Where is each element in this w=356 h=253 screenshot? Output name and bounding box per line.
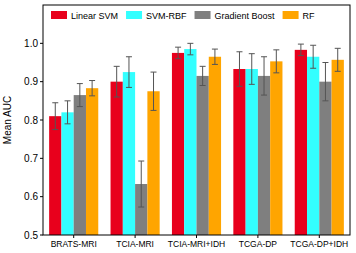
bar — [61, 112, 73, 235]
legend: Linear SVM SVM-RBF Gradient Boost RF — [51, 11, 315, 21]
bar — [147, 91, 159, 235]
bar — [295, 50, 307, 235]
x-tick-label: BRATS-MRI — [51, 239, 97, 249]
y-tick-label: 1.0 — [24, 38, 38, 49]
error-bar — [310, 45, 316, 68]
error-bar — [298, 44, 304, 56]
legend-swatch — [195, 11, 211, 19]
error-bar — [65, 101, 71, 124]
legend-label: Gradient Boost — [215, 11, 276, 21]
bar — [184, 49, 196, 235]
legend-swatch — [126, 11, 142, 19]
error-bar — [151, 72, 157, 110]
bar — [86, 88, 98, 235]
bar — [49, 116, 61, 235]
error-bar — [322, 63, 328, 101]
error-bar — [138, 161, 144, 207]
bar — [307, 57, 319, 235]
bar — [111, 82, 123, 235]
error-bar — [200, 66, 206, 85]
x-tick-label: TCIA-MRI — [116, 239, 154, 249]
legend-label: RF — [303, 11, 315, 21]
error-bar — [273, 50, 279, 73]
x-tick-label: TCGA-DP — [239, 239, 278, 249]
bar — [246, 69, 258, 235]
legend-label: Linear SVM — [71, 11, 118, 21]
plot-frame — [43, 5, 350, 235]
error-bar — [114, 66, 120, 97]
y-axis-label: Mean AUC — [2, 96, 13, 144]
x-tick-label: TCGA-DP+IDH — [290, 239, 348, 249]
legend-swatch — [283, 11, 299, 19]
error-bar — [249, 54, 255, 85]
legend-swatch — [51, 11, 67, 19]
error-bar — [236, 52, 242, 87]
y-tick-label: 0.8 — [24, 115, 38, 126]
error-bar — [126, 57, 132, 88]
error-bar — [175, 47, 181, 59]
bars — [49, 43, 344, 235]
x-tick-label: TCIA-MRI+IDH — [168, 239, 225, 249]
error-bar — [212, 49, 218, 64]
y-tick-label: 0.7 — [24, 153, 38, 164]
y-tick-label: 0.5 — [24, 230, 38, 241]
bar — [197, 76, 209, 235]
error-bar — [89, 81, 95, 96]
bar — [233, 69, 245, 235]
legend-label: SVM-RBF — [146, 11, 187, 21]
chart: BRATS-MRI TCIA-MRI TCIA-MRI+IDH TCGA-DP TCGA… — [0, 0, 356, 253]
error-bar — [261, 57, 267, 95]
bar — [270, 61, 282, 235]
bar — [172, 53, 184, 235]
y-tick-label: 0.6 — [24, 191, 38, 202]
y-tick-label: 0.9 — [24, 76, 38, 87]
error-bar — [335, 48, 341, 71]
bar — [209, 57, 221, 235]
bar — [332, 60, 344, 235]
error-bar — [77, 84, 83, 107]
bar — [319, 82, 331, 235]
error-bar — [187, 43, 193, 55]
bar — [123, 72, 135, 235]
bar — [258, 76, 270, 235]
error-bar — [52, 103, 58, 130]
bar — [74, 95, 86, 235]
